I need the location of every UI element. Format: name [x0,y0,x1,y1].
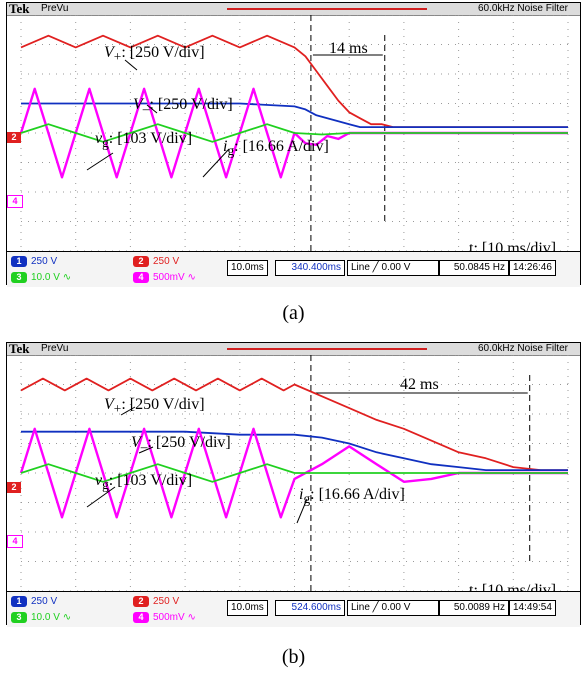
annotation-leader [296,498,308,524]
ch2-readout: 2 250 V [133,255,179,268]
trigger-bar [227,8,427,10]
scope-panel-b: Tek PreVu 60.0kHz Noise Filter 2 4 V+: [… [6,341,582,627]
series-ig [20,123,568,143]
ch3-readout: 3 10.0 V ∿ [11,271,71,284]
ch1-readout: 1 250 V [11,255,57,268]
scope-footer: 1 250 V 2 250 V 3 10.0 V ∿ 4 500mV ∿ 10.0ms … [7,251,580,287]
vplus-label: V+: [250 V/div] [104,396,205,417]
ig-label: ig: [16.66 A/div] [299,486,405,507]
annotation-leader [86,152,114,171]
mode-label: PreVu [41,343,69,354]
timebase-readout: 10.0ms [227,600,268,616]
interval-label: 14 ms [329,40,368,57]
ch1-badge: 1 [11,255,27,267]
ch3-badge: 3 [11,271,27,283]
ig-label: ig: [16.66 A/div] [223,138,329,159]
ch1-readout: 1 250 V [11,595,57,608]
ch2-badge: 2 [133,595,149,607]
caption-b: (b) [281,646,306,668]
annotation-leader [120,406,136,416]
vg-label: vg: [103 V/div] [95,130,193,151]
ch4-badge: 4 [133,611,149,623]
waveform-plot-a [19,15,569,251]
trigger-bar [227,348,427,350]
interval-label: 42 ms [400,376,439,393]
waveform-plot-b [19,355,569,591]
ch3-readout: 3 10.0 V ∿ [11,611,71,624]
trigger-readout: Line ╱ 0.00 V [347,600,439,616]
frequency-readout: 50.0089 Hz [439,600,509,616]
scope-header: Tek PreVu 60.0kHz Noise Filter [7,1,580,16]
annotation-leader [124,59,138,71]
caption-a: (a) [282,302,305,324]
scope-footer: 1 250 V 2 250 V 3 10.0 V ∿ 4 500mV ∿ 10.0ms … [7,591,580,627]
ch2-marker: 2 [7,132,21,143]
trigger-readout: Line ╱ 0.00 V [347,260,439,276]
status-label: 60.0kHz Noise Filter [477,343,568,354]
clock-readout: 14:49:54 [509,600,556,616]
ch2-marker: 2 [7,482,21,493]
frequency-readout: 50.0845 Hz [439,260,509,276]
scope-plot: 2 4 V+: [250 V/div] V–: [250 V/div] vg: … [7,355,582,599]
annotation-leader [146,104,158,114]
vminus-label: V–: [250 V/div] [133,96,233,117]
ch2-badge: 2 [133,255,149,267]
position-readout: 340.400ms [275,260,345,276]
series-ig [20,463,568,483]
brand-label: Tek [9,1,30,16]
ch4-readout: 4 500mV ∿ [133,271,196,284]
scope-plot: 2 4 V+: [250 V/div] V–: [250 V/div] vg: … [7,15,582,257]
vminus-label: V–: [250 V/div] [131,434,231,455]
mode-label: PreVu [41,3,69,14]
ch1-badge: 1 [11,595,27,607]
series-vminus [21,430,568,471]
status-label: 60.0kHz Noise Filter [477,3,568,14]
scope-panel-a: Tek PreVu 60.0kHz Noise Filter 2 4 V+: [… [6,1,582,287]
annotation-leader [86,486,116,508]
annotation-leader [202,148,230,178]
annotation-leader [138,446,154,454]
timebase-readout: 10.0ms [227,260,268,276]
ch3-badge: 3 [11,611,27,623]
ch4-badge: 4 [133,271,149,283]
vplus-label: V+: [250 V/div] [104,44,205,65]
position-readout: 524.600ms [275,600,345,616]
ch4-marker: 4 [7,535,23,548]
ch4-readout: 4 500mV ∿ [133,611,196,624]
clock-readout: 14:26:46 [509,260,556,276]
series-vg [19,427,568,519]
vg-label: vg: [103 V/div] [95,472,193,493]
ch4-marker: 4 [7,195,23,208]
scope-header: Tek PreVu 60.0kHz Noise Filter [7,341,580,356]
ch2-readout: 2 250 V [133,595,179,608]
series-vminus [21,102,568,128]
brand-label: Tek [9,341,30,356]
series-vplus [20,377,568,471]
